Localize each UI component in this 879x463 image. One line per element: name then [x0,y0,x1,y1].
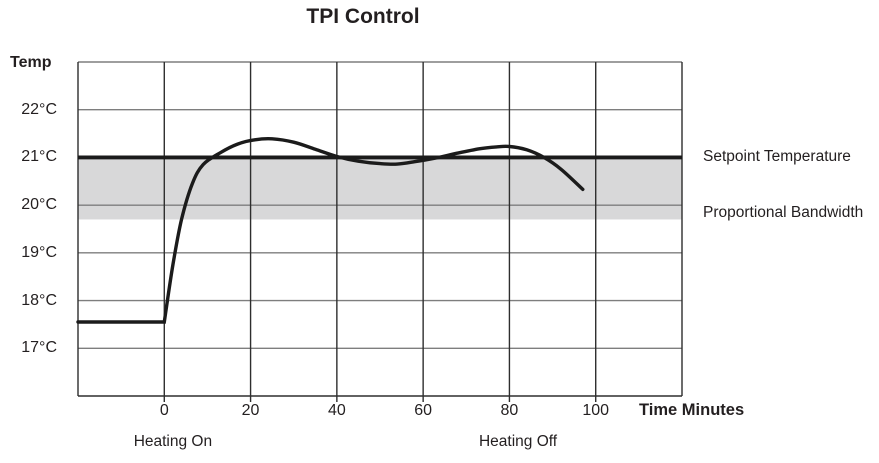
heating-off-label: Heating Off [478,433,558,450]
y-tick-label-20: 20°C [21,196,57,214]
x-tick-label-0: 0 [159,402,169,419]
y-axis-title: Temp [10,54,52,71]
temperature-curve [76,136,585,324]
x-tick-label-80: 80 [500,402,519,419]
x-tick-label-60: 60 [414,402,433,419]
setpoint-temperature-label: Setpoint Temperature [703,148,851,166]
chart-title: TPI Control [306,5,420,28]
y-tick-label-18: 18°C [21,291,57,309]
x-tick-label-40: 40 [327,402,346,419]
x-axis-title: Time Minutes [639,401,745,419]
y-tick-label-19: 19°C [21,243,57,261]
y-tick-label-22: 22°C [21,100,57,118]
x-tick-label-100: 100 [582,402,610,419]
proportional-bandwidth-label: Proportional Bandwidth [703,204,864,222]
y-tick-label-21: 21°C [21,148,57,166]
x-tick-label-20: 20 [241,402,260,419]
y-tick-label-17: 17°C [21,339,57,357]
proportional-band [78,157,682,220]
heating-on-label: Heating On [133,433,213,450]
